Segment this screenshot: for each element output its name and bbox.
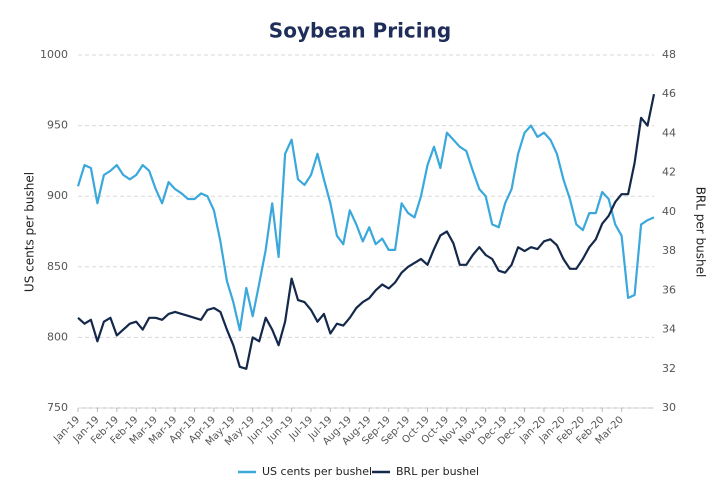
y2-tick-label: 44 [662, 126, 676, 139]
y2-tick-label: 40 [662, 205, 676, 218]
y2-tick-label: 48 [662, 48, 676, 61]
y2-axis-label: BRL per bushel [694, 187, 708, 278]
legend-label: US cents per bushel [262, 465, 372, 478]
y2-tick-label: 36 [662, 283, 676, 296]
y-axis-label: US cents per bushel [23, 172, 37, 292]
y-tick-label: 1000 [40, 48, 68, 61]
y2-tick-label: 46 [662, 87, 676, 100]
series-line [76, 124, 655, 332]
series-line [77, 93, 656, 370]
y-tick-label: 800 [47, 330, 68, 343]
y2-tick-label: 42 [662, 166, 676, 179]
y2-tick-label: 32 [662, 362, 676, 375]
legend-label: BRL per bushel [396, 465, 479, 478]
y-tick-label: 900 [47, 189, 68, 202]
y-tick-label: 850 [47, 260, 68, 273]
y2-tick-label: 30 [662, 401, 676, 414]
y-tick-label: 950 [47, 119, 68, 132]
y-tick-label: 750 [47, 401, 68, 414]
chart-title: Soybean Pricing [269, 19, 451, 43]
y2-tick-label: 34 [662, 323, 676, 336]
y2-tick-label: 38 [662, 244, 676, 257]
